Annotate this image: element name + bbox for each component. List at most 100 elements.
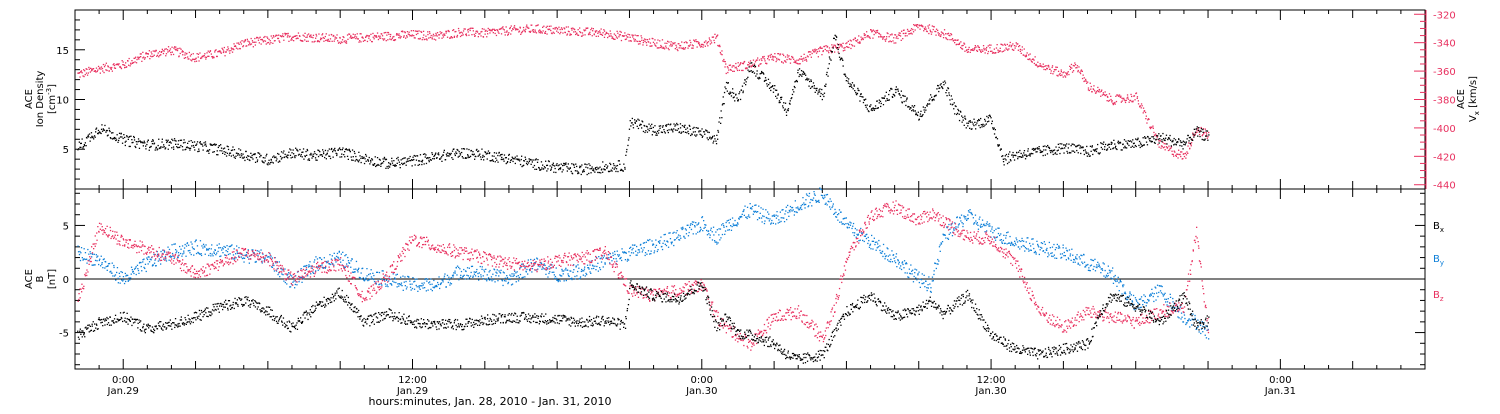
vx-point	[895, 34, 896, 35]
vx-point	[478, 36, 479, 37]
vx-point	[771, 54, 772, 55]
density-point	[206, 146, 207, 147]
vx-point	[655, 46, 656, 47]
density-point	[88, 136, 89, 137]
density-point	[842, 60, 843, 61]
density-point	[533, 167, 534, 168]
density-point	[228, 146, 229, 147]
by-point	[215, 254, 216, 255]
vx-point	[618, 36, 619, 37]
vx-point	[324, 38, 325, 39]
density-point	[536, 158, 537, 159]
density-point	[838, 53, 839, 54]
by-point	[84, 258, 85, 259]
vx-point	[727, 66, 728, 67]
vx-point	[723, 59, 724, 60]
density-point	[506, 157, 507, 158]
density-point	[178, 140, 179, 141]
by-point	[478, 279, 479, 280]
by-point	[205, 254, 206, 255]
vx-point	[1122, 100, 1123, 101]
density-point	[633, 124, 634, 125]
vx-point	[254, 42, 255, 43]
vx-point	[287, 35, 288, 36]
vx-point	[1012, 43, 1013, 44]
density-point	[553, 163, 554, 164]
vx-point	[271, 35, 272, 36]
vx-point	[603, 29, 604, 30]
vx-point	[937, 30, 938, 31]
density-point	[949, 95, 950, 96]
vx-point	[401, 36, 402, 37]
density-point	[492, 159, 493, 160]
density-point	[90, 141, 91, 142]
density-point	[562, 165, 563, 166]
density-point	[933, 99, 934, 100]
by-point	[184, 247, 185, 248]
density-point	[773, 88, 774, 89]
density-point	[1072, 150, 1073, 151]
by-point	[460, 277, 461, 278]
density-point	[88, 135, 89, 136]
by-point	[208, 255, 209, 256]
density-point	[195, 145, 196, 146]
density-point	[1127, 143, 1128, 144]
vx-point	[719, 46, 720, 47]
by-point	[502, 280, 503, 281]
by-point	[227, 251, 228, 252]
vx-point	[510, 27, 511, 28]
by-point	[565, 269, 566, 270]
by-point	[318, 270, 319, 271]
density-point	[1087, 152, 1088, 153]
density-point	[903, 95, 904, 96]
density-point	[940, 84, 941, 85]
by-point	[404, 276, 405, 277]
by-point	[561, 269, 562, 270]
vx-point	[646, 42, 647, 43]
density-point	[238, 153, 239, 154]
density-point	[263, 162, 264, 163]
density-point	[783, 107, 784, 108]
density-point	[302, 156, 303, 157]
by-point	[101, 264, 102, 265]
density-point	[1012, 154, 1013, 155]
by-point	[479, 272, 480, 273]
vx-point	[853, 39, 854, 40]
vx-point	[121, 68, 122, 69]
density-point	[413, 159, 414, 160]
density-point	[1136, 146, 1137, 147]
density-point	[851, 84, 852, 85]
by-point	[505, 280, 506, 281]
density-point	[599, 172, 600, 173]
vx-point	[963, 45, 964, 46]
density-point	[587, 174, 588, 175]
vx-point	[263, 40, 264, 41]
density-point	[658, 130, 659, 131]
vx-point	[382, 38, 383, 39]
density-point	[551, 167, 552, 168]
vx-point	[358, 38, 359, 39]
by-point	[292, 282, 293, 283]
vx-point	[855, 38, 856, 39]
vx-point	[331, 34, 332, 35]
density-point	[483, 159, 484, 160]
density-point	[290, 155, 291, 156]
density-point	[733, 93, 734, 94]
vx-point	[1118, 96, 1119, 97]
density-point	[344, 151, 345, 152]
density-point	[856, 94, 857, 95]
vx-point	[526, 25, 527, 26]
vx-point	[411, 30, 412, 31]
by-point	[105, 261, 106, 262]
density-point	[350, 151, 351, 152]
density-point	[531, 164, 532, 165]
density-point	[881, 103, 882, 104]
by-point	[565, 268, 566, 269]
vx-point	[462, 32, 463, 33]
density-point	[823, 96, 824, 97]
vx-point	[771, 59, 772, 60]
density-point	[226, 155, 227, 156]
density-point	[585, 167, 586, 168]
vx-point	[841, 45, 842, 46]
density-point	[271, 159, 272, 160]
